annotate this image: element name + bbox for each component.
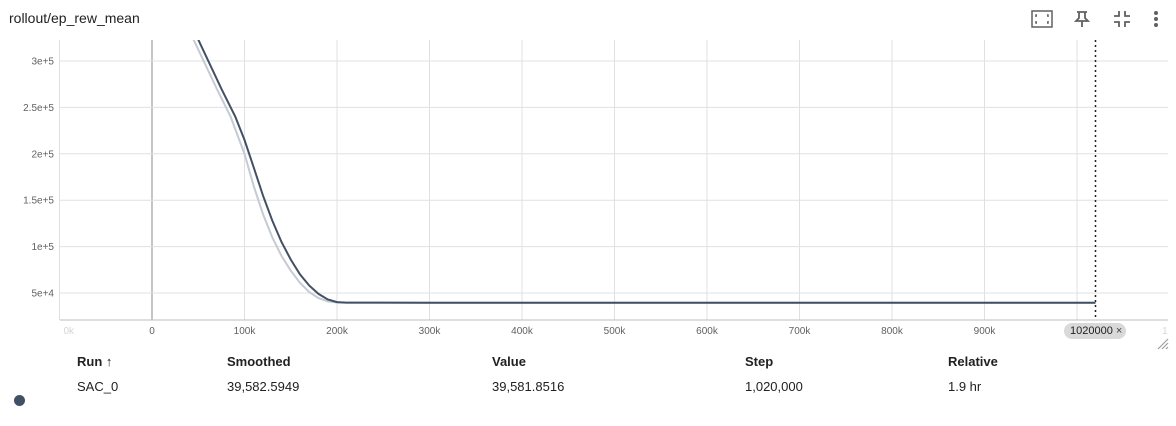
line-chart[interactable]: 0 100k 200k 300k 400k 500k 600k 700k 800k 900k 0k 1… <box>0 36 1176 346</box>
series-lines <box>192 40 1097 320</box>
x-tick-label-0: 0 <box>149 326 155 337</box>
pin-icon <box>1074 11 1090 27</box>
run-color-dot <box>14 395 25 406</box>
collapse-icon <box>1114 11 1130 27</box>
cell-step: 1,020,000 <box>745 379 803 394</box>
x-tick-label-5: 500k <box>604 326 627 337</box>
fit-domain-button[interactable] <box>1022 6 1062 32</box>
header-smoothed[interactable]: Smoothed <box>227 354 291 369</box>
collapse-button[interactable] <box>1102 6 1142 32</box>
page-title: rollout/ep_rew_mean <box>9 10 140 26</box>
header-step[interactable]: Step <box>745 354 774 369</box>
series-raw-line-0 <box>192 40 1096 304</box>
x-tick-label-2: 200k <box>326 326 349 337</box>
fit-domain-icon <box>1031 10 1053 28</box>
y-tick-label-2: 1.5e+5 <box>23 196 54 207</box>
resize-handle-icon[interactable] <box>1157 338 1169 350</box>
more-vert-icon <box>1154 11 1158 27</box>
chart-area[interactable]: 0 100k 200k 300k 400k 500k 600k 700k 800k 900k 0k 1… <box>0 36 1176 346</box>
cell-run: SAC_0 <box>77 379 119 394</box>
y-tick-label-5: 3e+5 <box>31 57 54 68</box>
cell-relative: 1.9 hr <box>948 379 982 394</box>
hover-step-chip[interactable]: 1020000 × <box>1064 323 1127 339</box>
x-tick-label-9: 900k <box>974 326 997 337</box>
x-tick-label-3: 300k <box>419 326 442 337</box>
x-tick-label-6: 600k <box>696 326 719 337</box>
x-tick-label-faded-0: 0k <box>63 326 75 337</box>
y-tick-label-3: 2e+5 <box>31 149 54 160</box>
x-tick-label-4: 400k <box>511 326 534 337</box>
series-smoothed-line-0[interactable] <box>197 40 1096 304</box>
x-tick-label-7: 700k <box>789 326 812 337</box>
header-run[interactable]: Run ↑ <box>77 354 113 369</box>
x-tick-label-8: 800k <box>881 326 904 337</box>
header-value[interactable]: Value <box>492 354 526 369</box>
close-icon[interactable]: × <box>1115 325 1123 337</box>
grid <box>59 40 1168 321</box>
axis-ticks: 0 100k 200k 300k 400k 500k 600k 700k 800k 900k 0k 1… <box>23 57 1168 338</box>
chart-toolbar <box>1022 6 1170 32</box>
hover-step-label: 1020000 <box>1070 325 1113 337</box>
x-tick-label-1: 100k <box>234 326 257 337</box>
y-tick-label-4: 2.5e+5 <box>23 103 54 114</box>
y-tick-label-0: 5e+4 <box>31 289 54 300</box>
cell-smoothed: 39,582.5949 <box>227 379 300 394</box>
cell-value: 39,581.8516 <box>492 379 565 394</box>
y-tick-label-1: 1e+5 <box>31 242 54 253</box>
pin-button[interactable] <box>1062 6 1102 32</box>
x-tick-label-faded-1: 1 <box>1162 326 1168 337</box>
header-relative[interactable]: Relative <box>948 354 998 369</box>
more-options-button[interactable] <box>1142 6 1170 32</box>
